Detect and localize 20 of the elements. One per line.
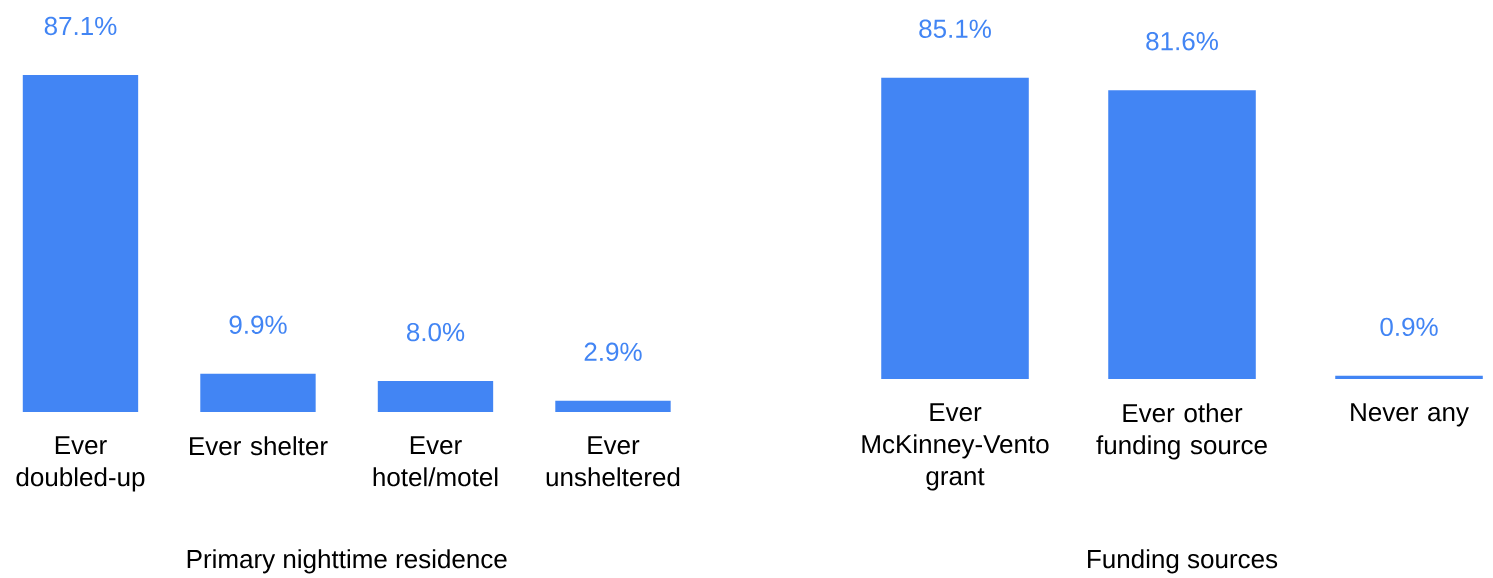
x-tick-label: Ever unsheltered bbox=[546, 436, 680, 487]
x-tick-label: Ever hotel/motel bbox=[373, 436, 498, 487]
data-label: 81.6% bbox=[1146, 31, 1218, 51]
x-tick-label: Ever shelter bbox=[190, 436, 328, 456]
bar bbox=[555, 400, 671, 412]
data-label: 9.9% bbox=[229, 315, 287, 334]
x-tick-label: Ever other funding source bbox=[1096, 403, 1267, 460]
data-label: 87.1% bbox=[44, 16, 117, 36]
data-label: 8.0% bbox=[406, 322, 465, 342]
x-axis-title: Primary nighttime residence bbox=[187, 549, 507, 574]
data-label: 2.9% bbox=[584, 342, 642, 362]
x-tick-label: Ever doubled-up bbox=[16, 436, 145, 492]
x-tick-label: Ever McKinney-Vento grant bbox=[862, 403, 1049, 491]
x-tick-label: Never any bbox=[1351, 403, 1469, 427]
x-axis-title: Funding sources bbox=[1088, 549, 1278, 574]
data-label: 85.1% bbox=[919, 19, 991, 38]
bar bbox=[377, 381, 494, 412]
bar bbox=[200, 373, 316, 412]
data-label: 0.9% bbox=[1380, 317, 1438, 337]
bar bbox=[22, 74, 139, 412]
